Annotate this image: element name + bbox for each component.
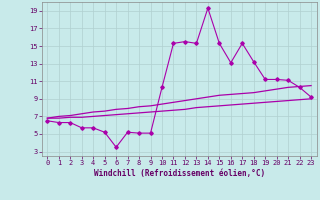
X-axis label: Windchill (Refroidissement éolien,°C): Windchill (Refroidissement éolien,°C)	[94, 169, 265, 178]
